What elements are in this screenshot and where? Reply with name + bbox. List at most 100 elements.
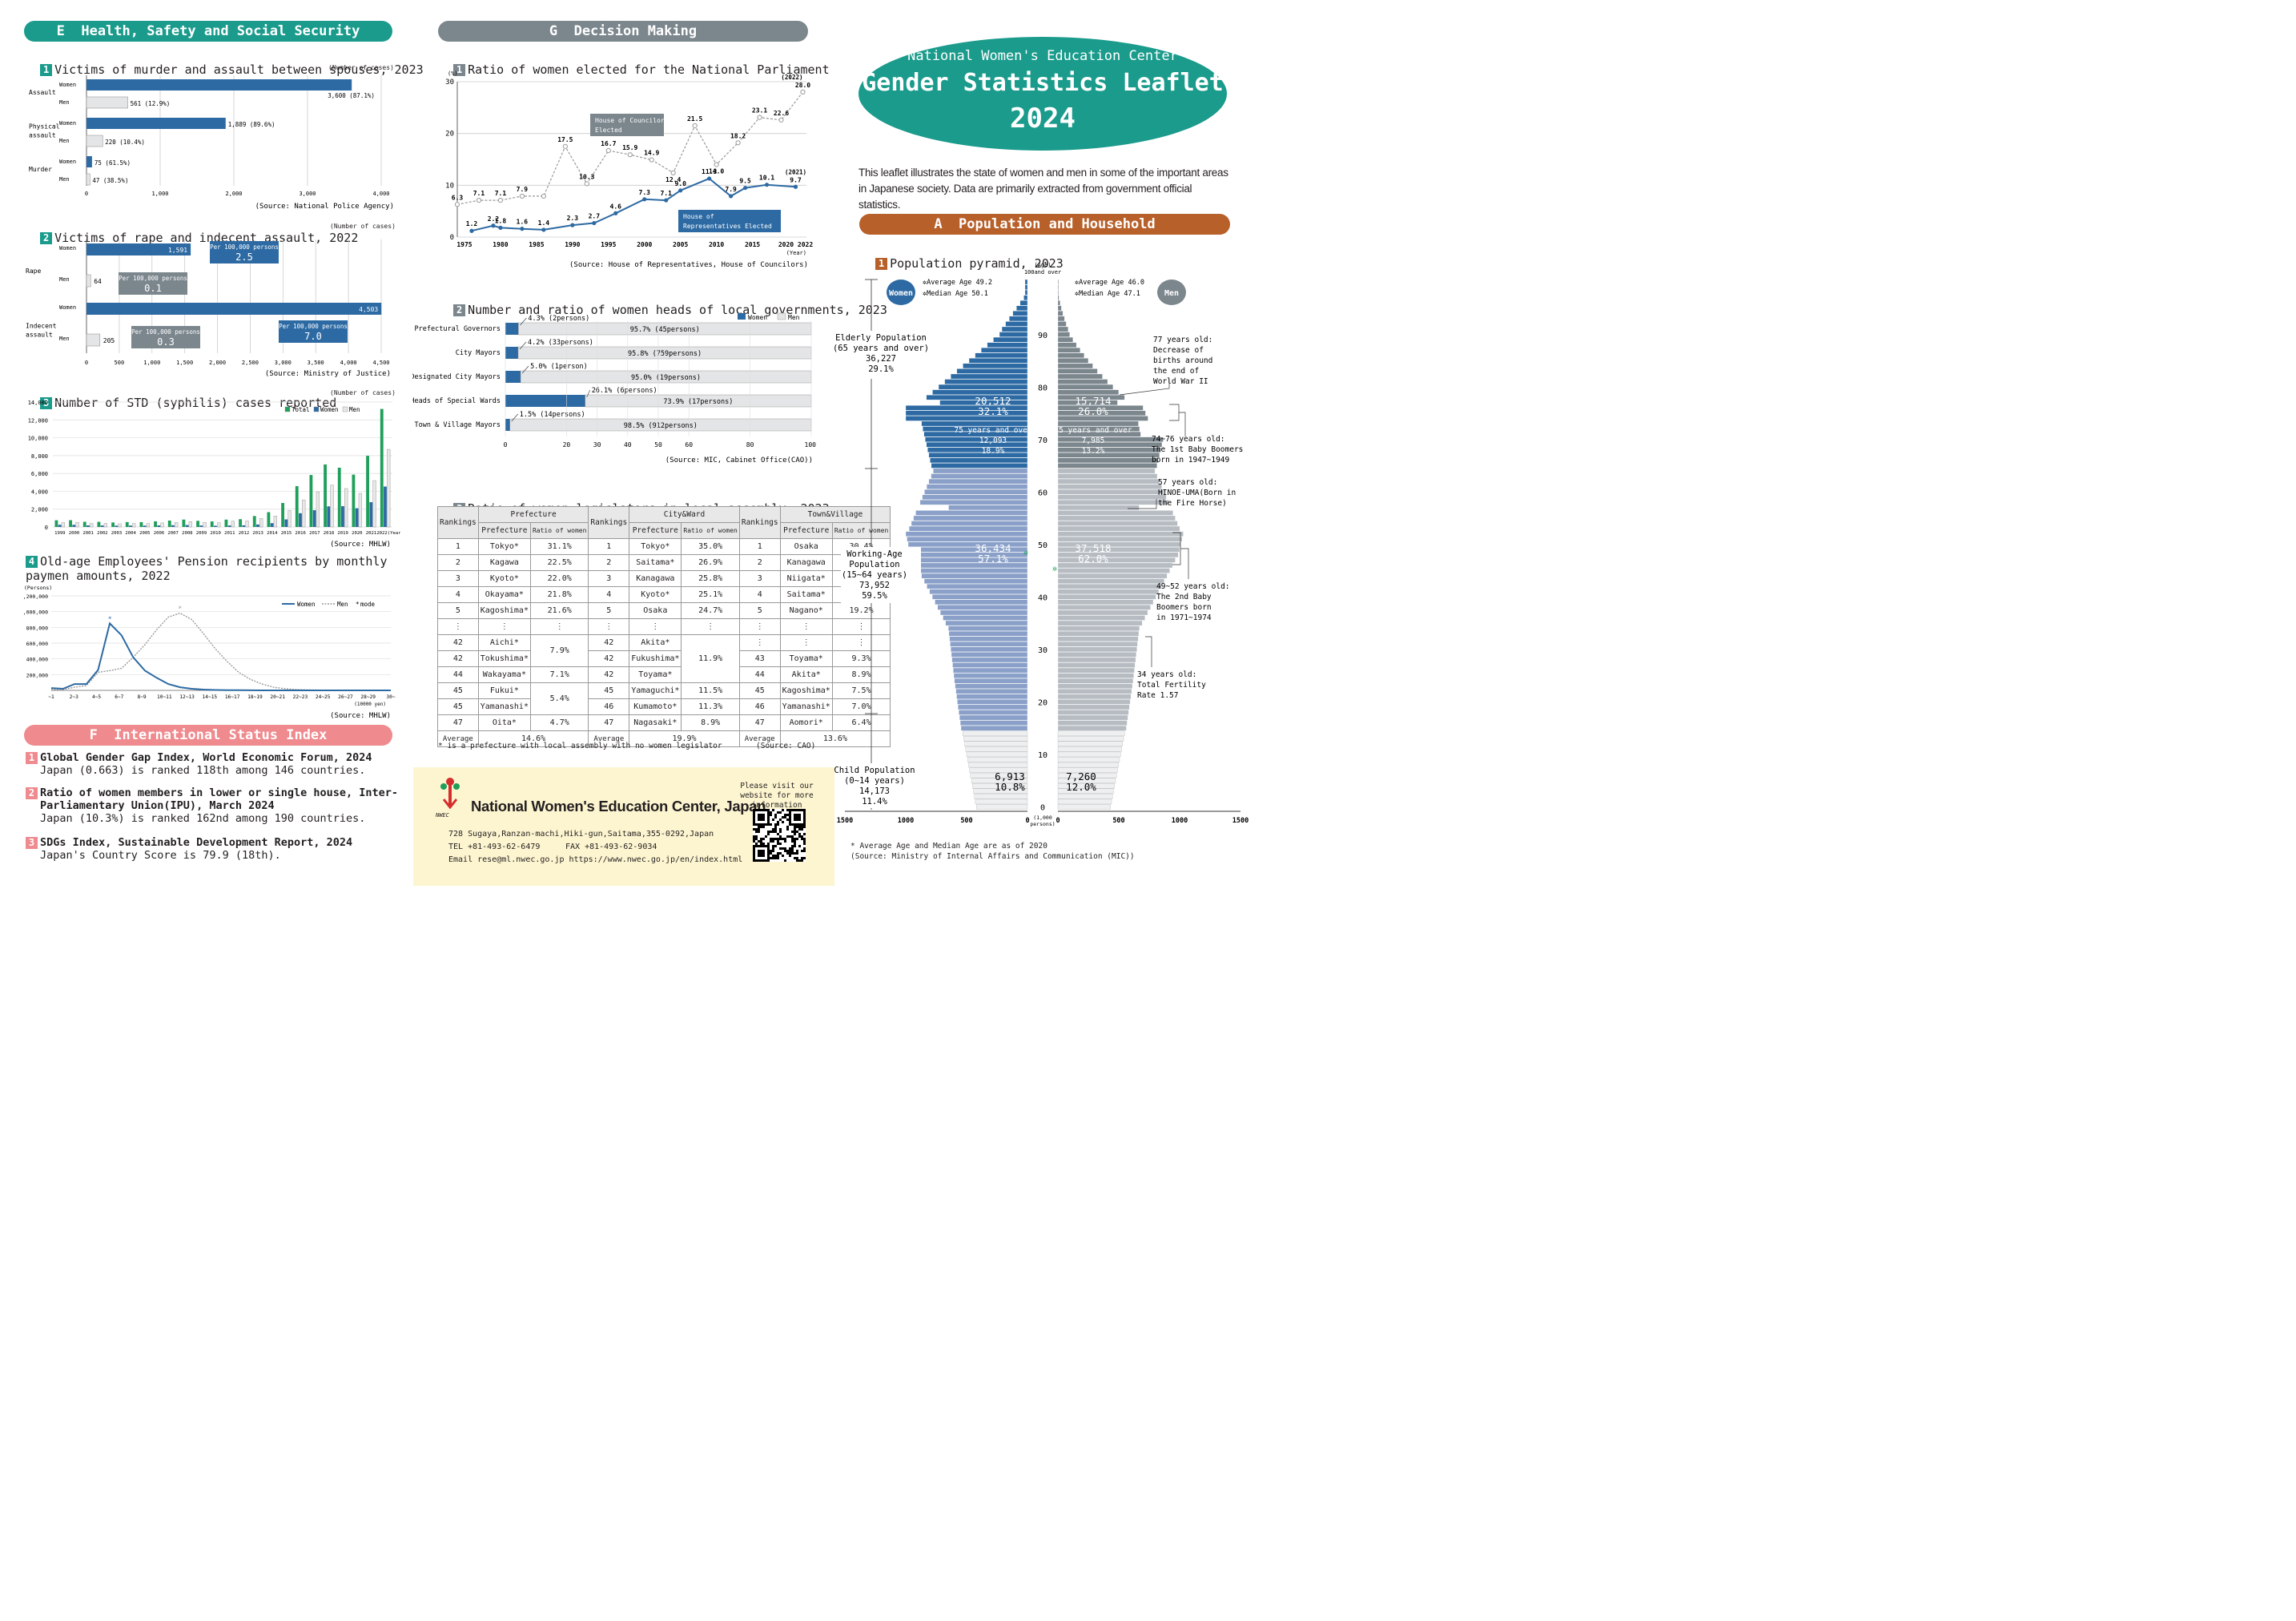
table-cell: 43 xyxy=(738,650,781,667)
men-elderly-value: 15,714 xyxy=(1075,395,1111,407)
label-councillors: 15.9 xyxy=(622,144,637,151)
callout-per: Per 100,000 persons xyxy=(279,323,348,330)
bar-men xyxy=(1057,620,1143,626)
x-tick-label: 12~13 xyxy=(179,694,195,700)
table-cell: 1 xyxy=(588,538,630,555)
e2-chart: 0 500 1,000 1,500 2,000 2,500 3,000 3,500 4,000 4… xyxy=(26,239,391,378)
year-label: 2012 xyxy=(239,531,249,536)
bar-men xyxy=(1057,348,1080,353)
x-tick-label: 16~17 xyxy=(225,694,240,700)
point-representatives xyxy=(592,220,597,226)
bar-women xyxy=(950,642,1028,647)
bar-women xyxy=(975,352,1028,358)
y-unit: (%) xyxy=(448,70,458,77)
annotation: the Fire Horse) xyxy=(1158,499,1227,508)
point-councillors xyxy=(541,193,546,199)
tick-label: 4,000 xyxy=(372,191,389,197)
value-label: 4,503 xyxy=(359,306,378,313)
bar-women xyxy=(905,410,1028,416)
bar-men xyxy=(1057,547,1180,553)
tick-label: 500 xyxy=(115,360,125,366)
nwec-email[interactable]: Email rese@ml.nwec.go.jp https://www.nwe… xyxy=(448,855,743,864)
bar-women xyxy=(952,662,1028,668)
bar-men xyxy=(1057,699,1131,705)
nwec-visit: Please visit our website for more inform… xyxy=(740,782,814,810)
point-councillors xyxy=(714,162,719,167)
bar-women xyxy=(86,525,90,527)
bar-men xyxy=(330,485,334,528)
bar-women xyxy=(913,557,1028,563)
bar-women xyxy=(505,347,519,359)
x-tick-label: 6~7 xyxy=(115,694,123,700)
bar-men xyxy=(387,448,391,528)
f-item-number: 1 xyxy=(26,751,38,764)
bar-men xyxy=(1057,300,1060,306)
x-tick-label: 14~15 xyxy=(203,694,218,700)
table-row: 42 Aichi* 7.9% 42 Akita* 11.9% ⋮ ⋮ ⋮ xyxy=(437,634,891,683)
bar-men xyxy=(1057,714,1128,721)
bar-women xyxy=(905,531,1028,537)
table-cell: Saitama* xyxy=(629,554,682,571)
bar-women xyxy=(970,772,1028,778)
bar-women xyxy=(907,541,1028,547)
bar-total xyxy=(210,521,214,527)
bar-women xyxy=(915,562,1028,569)
tick-label: 10 xyxy=(445,182,454,190)
bar-men xyxy=(344,488,348,528)
label-councillors: 22.6 xyxy=(774,110,789,117)
age-tick: 20 xyxy=(1038,699,1047,708)
tick-label: 0 xyxy=(85,191,88,197)
women-label: Women xyxy=(59,120,76,127)
table-cell: 7.1% xyxy=(529,666,589,683)
year-label: 2016 xyxy=(295,531,305,536)
bar-men xyxy=(1057,352,1084,358)
women-badge-label: Women xyxy=(889,289,913,298)
qr-code-icon[interactable] xyxy=(753,809,806,862)
men-working-value: 37,518 xyxy=(1075,542,1111,554)
point-representatives xyxy=(570,223,575,227)
bar-men xyxy=(1057,662,1136,668)
table-cell: Toyama* xyxy=(779,650,833,667)
group-header: Prefecture xyxy=(477,506,589,523)
age-top: 100and over xyxy=(1024,269,1061,276)
point-representatives xyxy=(642,197,647,202)
bar-women xyxy=(944,379,1028,384)
table-cell: Fukui* xyxy=(477,682,531,699)
x-tick-label: 2000 xyxy=(637,241,652,248)
e3-chart: 0 2,000 4,000 6,000 8,000 10,000 12,000 14,000 1… xyxy=(28,400,400,549)
table-cell: Osaka xyxy=(779,538,833,555)
table-header-row: Rankings Prefecture Rankings City&Ward Ranki… xyxy=(437,506,891,539)
label-councillors: 14.0 xyxy=(709,167,724,175)
bar-women xyxy=(938,384,1028,390)
age-head: (Age) xyxy=(1034,262,1051,268)
age-tick: 70 xyxy=(1038,436,1047,445)
label-councillors: 6.3 xyxy=(452,194,464,201)
table-cell: Tokushima* xyxy=(477,650,531,667)
table-cell: 44 xyxy=(738,666,781,683)
callout-women xyxy=(279,320,348,343)
year-label: 2015 xyxy=(281,531,292,536)
bar-women xyxy=(100,525,104,527)
row-label: Designated City Mayors xyxy=(412,373,501,381)
x-tick-label: 24~25 xyxy=(316,694,331,700)
last-year-representatives: (2021) xyxy=(785,168,806,175)
men-label: Men xyxy=(59,276,70,283)
legend-label: Total xyxy=(292,406,310,413)
leader-line xyxy=(511,413,518,422)
men-label: Men xyxy=(59,138,70,144)
bar-men xyxy=(1057,683,1133,689)
leader-line xyxy=(1128,499,1157,509)
bar-women xyxy=(1023,295,1028,300)
point-representatives xyxy=(707,176,712,181)
table-cell: ⋮ xyxy=(437,618,479,635)
callout-rate: 7.0 xyxy=(304,331,322,342)
bar-women xyxy=(299,513,302,527)
year-label: 2014 xyxy=(267,531,278,536)
men-value: 95.0% (19persons) xyxy=(631,374,701,382)
year-label: 2000 xyxy=(69,531,79,536)
callout-councillors xyxy=(590,114,664,136)
tick-label: 600,000 xyxy=(26,641,48,647)
table-cell: 22.0% xyxy=(529,570,589,587)
child-label: 11.4% xyxy=(862,797,887,806)
